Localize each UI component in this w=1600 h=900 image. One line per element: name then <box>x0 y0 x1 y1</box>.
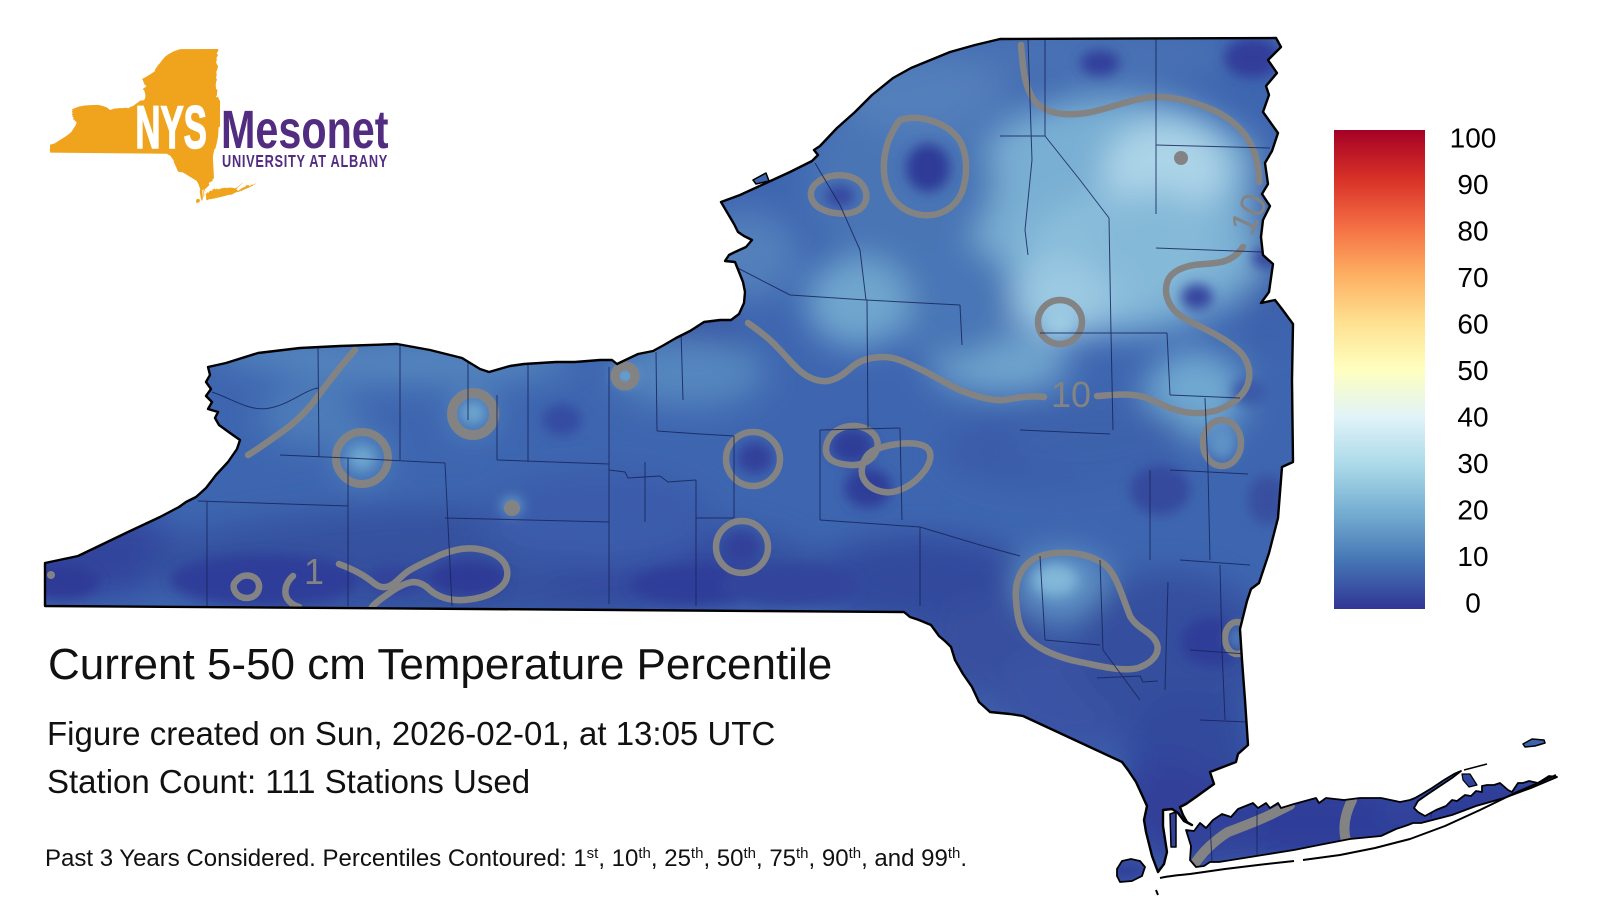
svg-text:UNIVERSITY AT ALBANY: UNIVERSITY AT ALBANY <box>222 152 388 172</box>
svg-text:30: 30 <box>1457 448 1488 479</box>
svg-text:NYS: NYS <box>135 95 207 161</box>
svg-text:10: 10 <box>1051 374 1091 415</box>
svg-text:1: 1 <box>304 551 324 592</box>
svg-text:60: 60 <box>1457 308 1488 339</box>
svg-text:Figure created on Sun, 2026-02: Figure created on Sun, 2026-02-01, at 13… <box>47 715 775 752</box>
svg-text:Station Count: 111 Stations Us: Station Count: 111 Stations Used <box>47 763 530 800</box>
svg-text:70: 70 <box>1457 262 1488 293</box>
svg-text:90: 90 <box>1457 169 1488 200</box>
svg-text:Past 3 Years Considered. Perce: Past 3 Years Considered. Percentiles Con… <box>45 845 967 872</box>
svg-text:100: 100 <box>1450 122 1497 153</box>
svg-text:40: 40 <box>1457 401 1488 432</box>
svg-text:10: 10 <box>1457 541 1488 572</box>
svg-text:Current 5-50 cm Temperature Pe: Current 5-50 cm Temperature Percentile <box>48 640 832 689</box>
svg-text:0: 0 <box>1465 587 1481 618</box>
svg-text:20: 20 <box>1457 494 1488 525</box>
svg-text:80: 80 <box>1457 215 1488 246</box>
svg-text:Mesonet: Mesonet <box>221 100 389 161</box>
svg-text:50: 50 <box>1457 355 1488 386</box>
